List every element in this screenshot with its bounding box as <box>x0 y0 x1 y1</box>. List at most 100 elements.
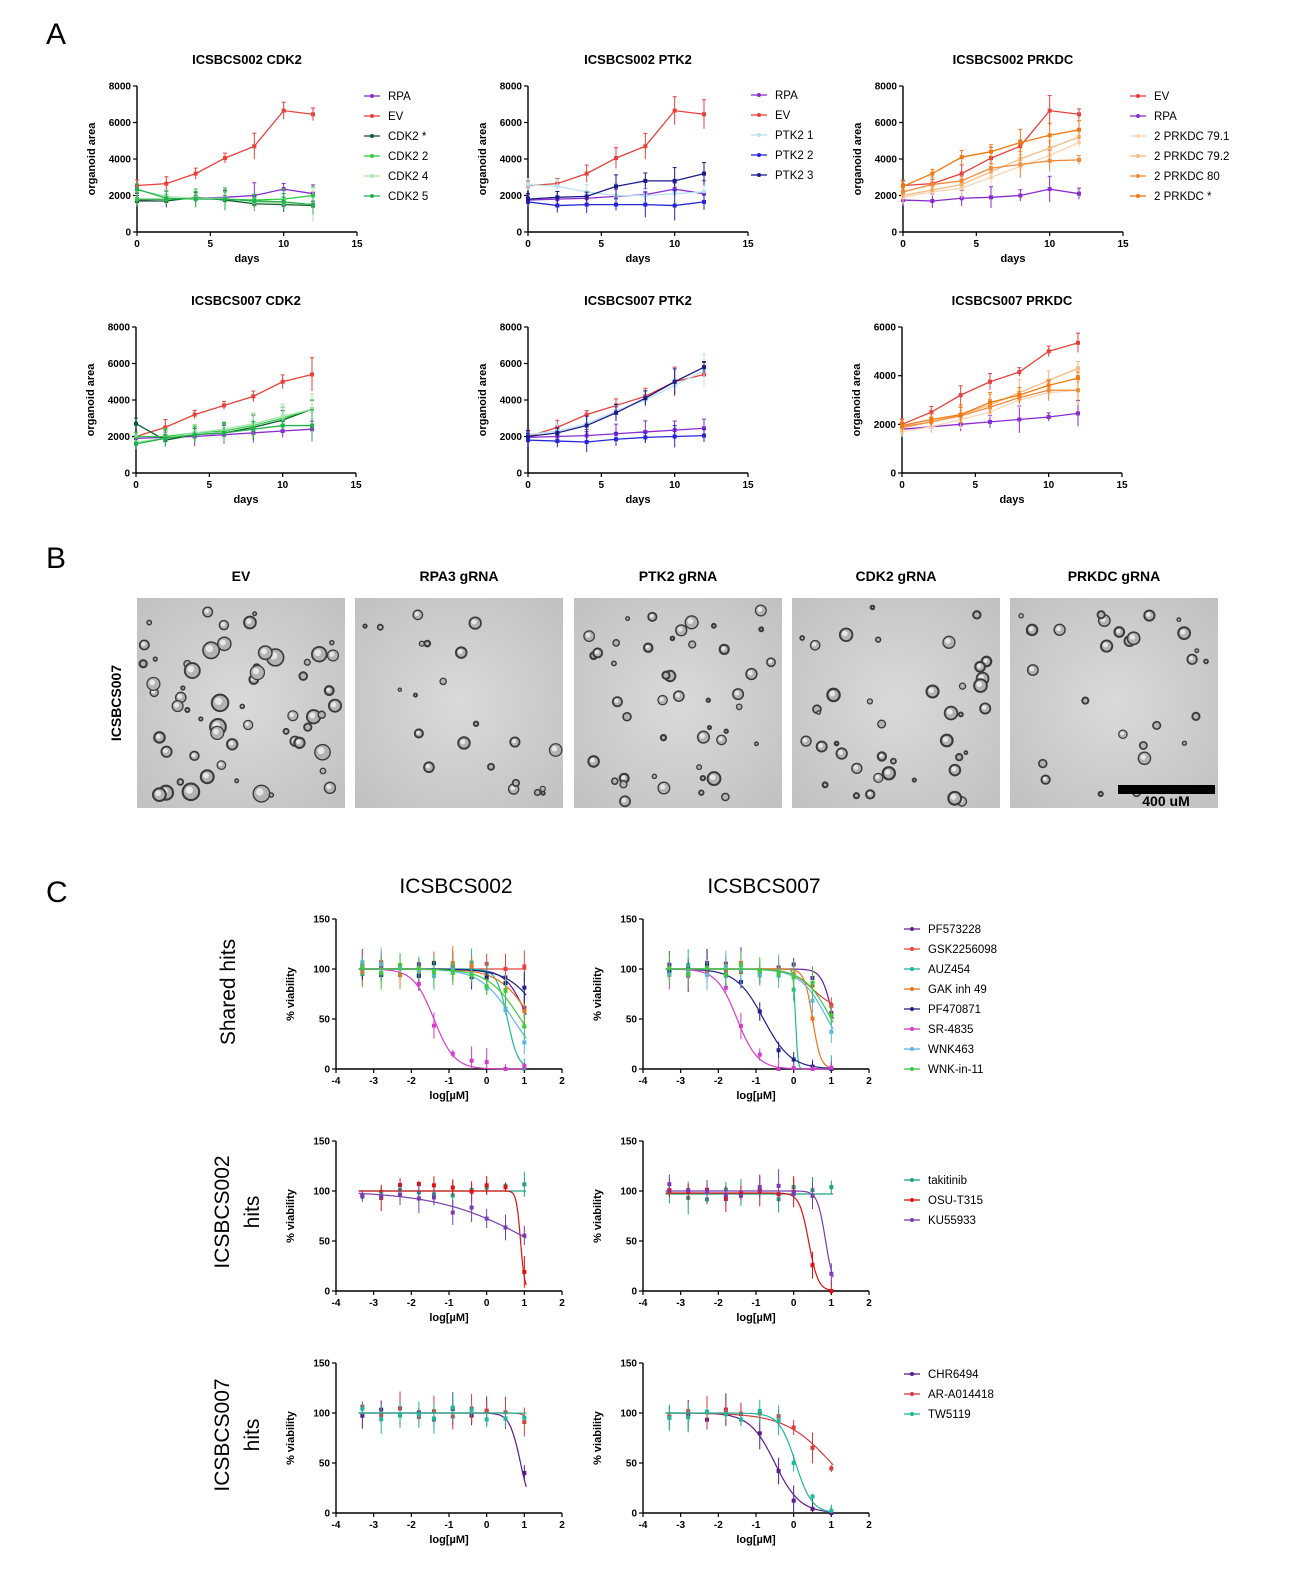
data-point <box>723 972 728 977</box>
y-tick-label: 6000 <box>500 118 523 129</box>
organoid-lumen <box>687 618 694 624</box>
chart-title: ICSBCS002 CDK2 <box>192 52 302 67</box>
organoid <box>511 778 520 788</box>
row-title: hits <box>241 1419 264 1452</box>
organoid <box>176 778 185 786</box>
legend-label: AUZ454 <box>928 964 971 976</box>
data-point <box>522 1415 527 1420</box>
organoid-lumen <box>163 748 168 753</box>
legend-label: CDK2 2 <box>388 151 428 163</box>
series <box>526 162 706 205</box>
y-tick-label: 4000 <box>109 155 132 166</box>
series <box>665 1396 834 1473</box>
data-point <box>614 156 618 161</box>
legend-label: AR-A014418 <box>928 1389 994 1401</box>
x-tick-label: 5 <box>207 480 213 491</box>
x-tick-label: 0 <box>791 1298 797 1309</box>
fit-curve <box>665 1190 834 1278</box>
x-tick-label: -3 <box>369 1520 378 1531</box>
data-point <box>584 439 589 444</box>
data-point <box>469 973 474 978</box>
legend-marker <box>370 134 374 138</box>
organoid-lumen <box>879 753 883 758</box>
data-point <box>484 1183 489 1188</box>
organoid <box>198 716 204 722</box>
chart-title: ICSBCS007 PRKDC <box>952 293 1073 308</box>
legend-marker <box>910 947 914 951</box>
organoid <box>890 757 897 765</box>
data-point <box>584 202 589 207</box>
organoid-lumen <box>1042 776 1047 781</box>
organoid-lumen <box>981 705 987 710</box>
legend-label: WNK-in-11 <box>928 1064 983 1076</box>
data-point <box>416 1412 421 1417</box>
data-point <box>252 198 257 203</box>
organoid-lumen <box>747 670 753 676</box>
x-tick-label: 2 <box>866 1076 872 1087</box>
x-tick-label: 5 <box>208 239 214 250</box>
legend-label: PTK2 2 <box>775 150 813 162</box>
data-point <box>223 197 227 202</box>
data-point <box>522 1269 527 1274</box>
column-title-icsbcs007: ICSBCS007 <box>707 875 820 898</box>
x-tick-label: -3 <box>369 1076 378 1087</box>
organoid-lumen <box>757 607 763 612</box>
micrograph-4: CDK2 gRNA <box>792 568 1000 808</box>
series <box>358 950 527 985</box>
data-point <box>791 1460 796 1465</box>
data-point <box>810 1494 815 1499</box>
organoid-lumen <box>945 638 951 644</box>
y-tick-label: 0 <box>324 1065 330 1076</box>
organoid-lumen <box>141 641 146 647</box>
legend-marker <box>370 114 374 118</box>
data-point <box>503 988 508 993</box>
x-tick-label: -4 <box>332 1520 341 1531</box>
data-point <box>829 1185 834 1190</box>
data-point <box>1077 127 1081 132</box>
series <box>665 1393 834 1515</box>
y-tick-label: 6000 <box>108 359 131 370</box>
x-tick-label: 5 <box>974 239 980 250</box>
organoid <box>955 753 964 762</box>
organoid-lumen <box>675 692 681 698</box>
data-point <box>311 112 315 117</box>
data-point <box>1047 146 1052 151</box>
organoid-lumen <box>1129 634 1136 640</box>
organoid <box>659 733 668 742</box>
fit-curve <box>665 1412 834 1513</box>
organoid-lumen <box>425 764 431 769</box>
legend-marker <box>1136 94 1140 98</box>
organoid <box>298 671 309 681</box>
organoid <box>612 639 620 647</box>
x-tick-label: 0 <box>525 239 531 250</box>
organoid-lumen <box>677 626 683 632</box>
x-tick-label: 0 <box>900 239 906 250</box>
legend-label: CDK2 4 <box>388 171 429 183</box>
data-point <box>672 108 677 113</box>
chart-a1: 0 2000 4000 6000 8000 0 5 10 15 days organoid area… <box>86 52 429 265</box>
organoid <box>319 767 327 775</box>
organoid-lumen <box>551 745 558 752</box>
data-point <box>810 1016 815 1021</box>
legend-marker <box>910 927 914 931</box>
fit-curve <box>665 1412 834 1513</box>
y-tick-label: 2000 <box>500 432 523 443</box>
organoid <box>282 727 290 735</box>
data-point <box>416 1196 421 1201</box>
legend-a2: RPA EV PTK2 1 PTK2 2 PTK2 3 <box>751 90 813 182</box>
organoid-lumen <box>205 644 214 653</box>
data-point <box>522 964 527 969</box>
data-point <box>416 981 421 986</box>
organoid-lumen <box>946 708 953 715</box>
fit-curve <box>358 1192 527 1239</box>
organoid <box>234 778 240 784</box>
organoid <box>539 785 546 793</box>
organoid <box>1181 740 1188 746</box>
data-point <box>484 1216 489 1221</box>
chart-title: ICSBCS007 CDK2 <box>191 293 301 308</box>
data-point <box>251 394 256 399</box>
fit-curve <box>665 968 834 1070</box>
data-point <box>791 1498 796 1503</box>
x-tick-label: 15 <box>742 239 754 250</box>
image-title: PRKDC gRNA <box>1068 568 1161 584</box>
